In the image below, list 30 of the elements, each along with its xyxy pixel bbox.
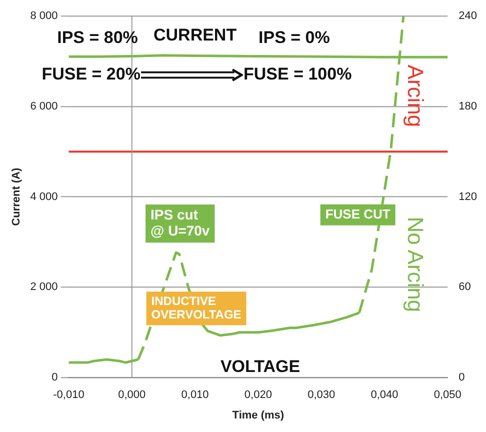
y-tick-label: 0 — [52, 372, 58, 384]
series-label: VOLTAGE — [220, 357, 300, 376]
x-tick-label: 0,040 — [370, 389, 398, 402]
y2-tick-label: 60 — [458, 281, 471, 294]
y-tick-label: 4 000 — [30, 190, 58, 203]
x-tick-label: 0,030 — [308, 389, 336, 402]
y-axis-title: Current (A) — [10, 167, 23, 226]
annotation: No Arcing — [403, 216, 428, 312]
annotation: IPS cut @ U=70v — [150, 206, 210, 238]
x-tick-label: -0,010 — [53, 389, 84, 402]
series-label: CURRENT — [153, 25, 238, 44]
x-tick-label: 0,050 — [434, 389, 462, 402]
x-axis-title: Time (ms) — [232, 409, 284, 422]
y2-tick-label: 240 — [458, 10, 478, 22]
y2-tick-label: 0 — [458, 372, 465, 384]
annotation: IPS = 0% — [258, 28, 330, 48]
y-tick-label: 2 000 — [30, 281, 58, 294]
y2-tick-label: 180 — [458, 100, 478, 112]
x-tick-label: 0,000 — [118, 389, 146, 402]
annotation: FUSE CUT — [325, 206, 390, 222]
x-tick-label: 0,010 — [181, 389, 209, 402]
annotation: FUSE = 20% — [42, 64, 140, 84]
y-tick-label: 8 000 — [30, 10, 58, 22]
y-tick-label: 6 000 — [30, 100, 58, 112]
annotation: Arcing — [403, 64, 428, 128]
annotation: IPS = 80% — [57, 28, 138, 48]
annotation: INDUCTIVE OVERVOLTAGE — [151, 294, 242, 322]
y2-tick-label: 120 — [458, 190, 478, 203]
x-tick-label: 0,020 — [244, 389, 272, 402]
annotation: FUSE = 100% — [243, 64, 352, 84]
